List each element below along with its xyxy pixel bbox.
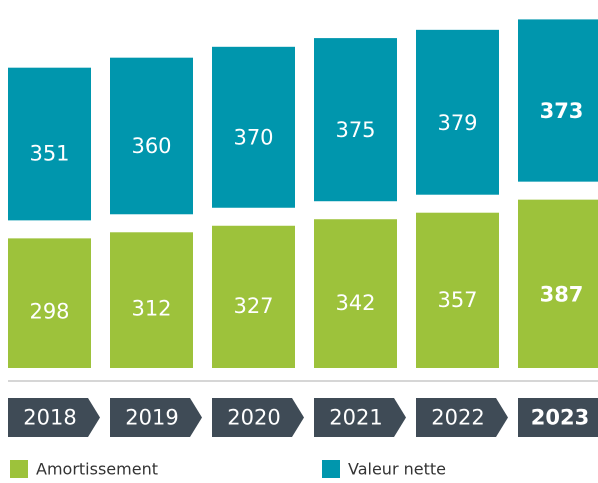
bar-segment: [416, 212, 499, 368]
value-label: 327: [233, 294, 273, 318]
x-tick-label: 2022: [431, 406, 484, 430]
bar-segment: [110, 232, 193, 368]
legend-swatch: [322, 460, 340, 478]
year-chevron: [518, 398, 598, 437]
x-tick-label: 2021: [329, 406, 382, 430]
year-chevron: [8, 398, 100, 437]
value-label: 370: [233, 126, 273, 150]
value-label: 373: [540, 99, 584, 123]
legend-label: Amortissement: [36, 460, 158, 479]
bar-segment: [8, 67, 91, 221]
year-chevron: [110, 398, 202, 437]
value-label: 375: [335, 118, 375, 142]
year-chevron: [416, 398, 508, 437]
value-label: 387: [540, 283, 584, 307]
year-chevron: [314, 398, 406, 437]
bar-segment: [314, 38, 397, 202]
value-label: 351: [29, 142, 69, 166]
legend-label: Valeur nette: [348, 460, 446, 479]
x-tick-label: 2020: [227, 406, 280, 430]
bar-segment: [314, 219, 397, 368]
legend-swatch: [10, 460, 28, 478]
value-label: 379: [437, 111, 477, 135]
year-chevron: [212, 398, 304, 437]
bar-segment: [212, 46, 295, 208]
bar-segment: [212, 225, 295, 368]
bar-segment: [518, 199, 598, 368]
bar-segment: [8, 238, 91, 368]
bar-segment: [416, 29, 499, 195]
value-label: 312: [131, 297, 171, 321]
bar-segment: [518, 19, 598, 182]
bar-segment: [110, 57, 193, 215]
x-tick-label: 2019: [125, 406, 178, 430]
x-tick-label: 2023: [531, 406, 589, 430]
x-tick-label: 2018: [23, 406, 76, 430]
value-label: 342: [335, 291, 375, 315]
value-label: 298: [29, 299, 69, 323]
value-label: 360: [131, 134, 171, 158]
value-label: 357: [437, 288, 477, 312]
